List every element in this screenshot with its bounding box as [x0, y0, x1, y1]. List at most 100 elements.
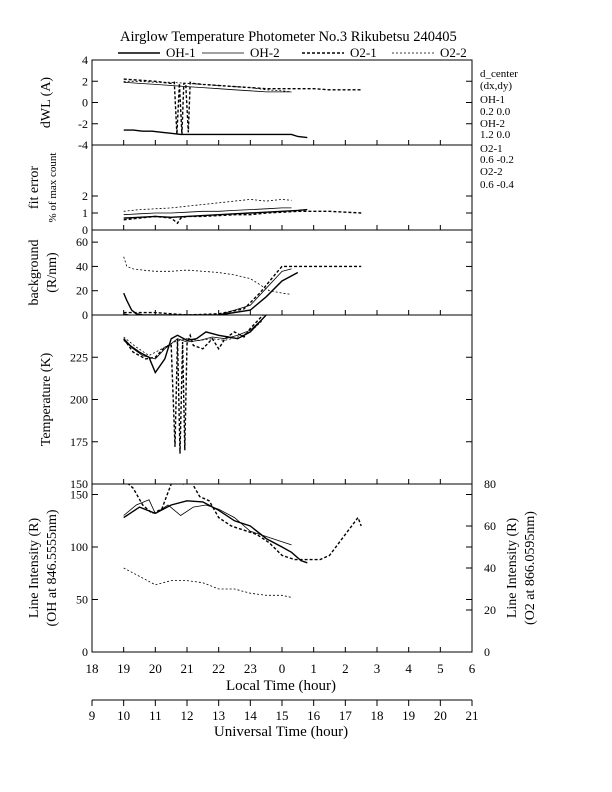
- series-line-oh-1: [123, 271, 299, 315]
- y-tick-label: 100: [70, 540, 88, 554]
- lt-tick-label: 5: [437, 661, 444, 676]
- ut-tick-label: 21: [466, 708, 479, 723]
- y-tick-label: -2: [78, 117, 88, 131]
- y-tick-label-right: 80: [484, 477, 496, 491]
- legend-label: OH-1: [166, 45, 196, 60]
- legend-label: O2-1: [350, 45, 377, 60]
- dcenter-name: O2-2: [480, 166, 503, 178]
- y-tick-label: 0: [82, 96, 88, 110]
- y-tick-label: 150: [70, 477, 88, 491]
- y-axis-label-right: (O2 at 866.0595nm): [523, 511, 538, 625]
- series-line-o2-1: [123, 210, 362, 225]
- y-tick-label: 150: [70, 488, 88, 502]
- series-line-o2-1: [127, 484, 362, 561]
- y-tick-label: 40: [76, 259, 88, 273]
- ut-tick-label: 19: [402, 708, 415, 723]
- ut-tick-label: 16: [307, 708, 321, 723]
- y-axis-label: fit error: [27, 166, 42, 209]
- panel-frame: [91, 483, 473, 653]
- dcenter-header: d_center: [480, 68, 518, 80]
- lt-tick-label: 4: [405, 661, 412, 676]
- y-tick-label: 60: [76, 235, 88, 249]
- dcenter-value: 0.2 0.0: [480, 106, 511, 118]
- ut-tick-label: 14: [244, 708, 258, 723]
- lt-tick-label: 1: [310, 661, 317, 676]
- series-line-oh-1: [123, 315, 267, 374]
- y-axis-label: (OH at 846.5555nm): [45, 509, 60, 626]
- y-tick-label: 200: [70, 393, 88, 407]
- chart-title: Airglow Temperature Photometer No.3 Riku…: [120, 29, 457, 45]
- y-tick-label-right: 60: [484, 519, 496, 533]
- series-line-oh-1: [123, 129, 308, 139]
- y-axis-label: Temperature (K): [39, 352, 54, 446]
- series-line-o2-1: [123, 265, 362, 315]
- lt-tick-label: 3: [374, 661, 381, 676]
- y-axis-label: % of max count: [47, 153, 59, 223]
- local-time-axis: 18 19 20 21 22 23 0 1 2 3 4 5 6: [86, 661, 476, 676]
- y-tick-label-right: 40: [484, 561, 496, 575]
- y-tick-label: 2: [82, 189, 88, 203]
- lt-tick-label: 0: [279, 661, 286, 676]
- y-tick-label-right: 0: [484, 645, 490, 659]
- ut-tick-label: 11: [149, 708, 162, 723]
- lt-tick-label: 18: [86, 661, 99, 676]
- ut-tick-label: 17: [339, 708, 353, 723]
- series-line-o2-2: [123, 198, 292, 212]
- universal-time-label: Universal Time (hour): [214, 724, 348, 740]
- y-tick-label: 0: [82, 223, 88, 237]
- lt-tick-label: 2: [342, 661, 349, 676]
- ut-tick-label: 12: [181, 708, 194, 723]
- ut-tick-label: 20: [434, 708, 447, 723]
- panel-frame: [91, 314, 473, 485]
- dcenter-name: O2-1: [480, 143, 503, 155]
- legend-label: O2-2: [440, 45, 467, 60]
- panel-temp: 225 200 175 150 Temperature (K): [39, 314, 473, 491]
- series-line-oh-1: [123, 500, 308, 564]
- ut-tick-label: 18: [371, 708, 384, 723]
- series-line-o2-1: [123, 315, 264, 454]
- y-tick-label: 20: [76, 284, 88, 298]
- panel-frame: [91, 59, 473, 146]
- series-line-oh-2: [123, 499, 292, 546]
- y-tick-label: 225: [70, 350, 88, 364]
- series-line-oh-2: [123, 207, 292, 216]
- panel-bg: 60 40 20 0 background (R/nm): [27, 229, 473, 322]
- series-line-o2-2: [123, 256, 292, 295]
- y-tick-label: 4: [82, 53, 88, 67]
- y-tick-label: 0: [82, 645, 88, 659]
- series-line-o2-2: [123, 319, 264, 357]
- ut-tick-label: 13: [212, 708, 225, 723]
- dcenter-notes: d_center(dx,dy) OH-10.2 0.0OH-21.2 0.0 O2-…: [480, 68, 518, 191]
- y-tick-label: -4: [78, 138, 88, 152]
- lt-tick-label: 22: [212, 661, 225, 676]
- y-axis-label: dWL (A): [39, 77, 54, 129]
- lt-tick-label: 21: [181, 661, 194, 676]
- lt-tick-label: 23: [244, 661, 257, 676]
- series-line-oh-2: [123, 318, 264, 360]
- series-line-o2-2: [123, 80, 292, 93]
- ut-tick-label: 9: [89, 708, 96, 723]
- legend: OH-1 OH-2 O2-1 O2-2: [118, 45, 467, 60]
- panel-fit: 2 1 0 fit error % of max count: [27, 144, 473, 237]
- legend-label: OH-2: [250, 45, 280, 60]
- universal-time-axis: 9 10 11 12 13 14 15 16 17 18 19 20 21: [89, 699, 479, 723]
- y-tick-label: 1: [82, 206, 88, 220]
- panel-dwl: 4 2 0 -2 -4 dWL (A): [39, 53, 473, 152]
- local-time-label: Local Time (hour): [226, 678, 336, 694]
- series-line-o2-1: [123, 78, 362, 135]
- panel-frame: [91, 229, 473, 316]
- dcenter-value: 0.6 -0.2: [480, 154, 514, 166]
- lt-tick-label: 20: [149, 661, 162, 676]
- series-line-o2-2: [123, 567, 292, 598]
- dcenter-value: 1.2 0.0: [480, 129, 511, 141]
- y-tick-label: 175: [70, 435, 88, 449]
- y-axis-label-right: Line Intensity (R): [505, 518, 520, 619]
- y-axis-label: Line Intensity (R): [27, 518, 42, 619]
- dcenter-value: 0.6 -0.4: [480, 179, 514, 191]
- dcenter-name: OH-2: [480, 118, 505, 130]
- y-tick-label-right: 20: [484, 603, 496, 617]
- y-axis-label: background: [27, 239, 42, 305]
- series-line-oh-2: [123, 81, 292, 93]
